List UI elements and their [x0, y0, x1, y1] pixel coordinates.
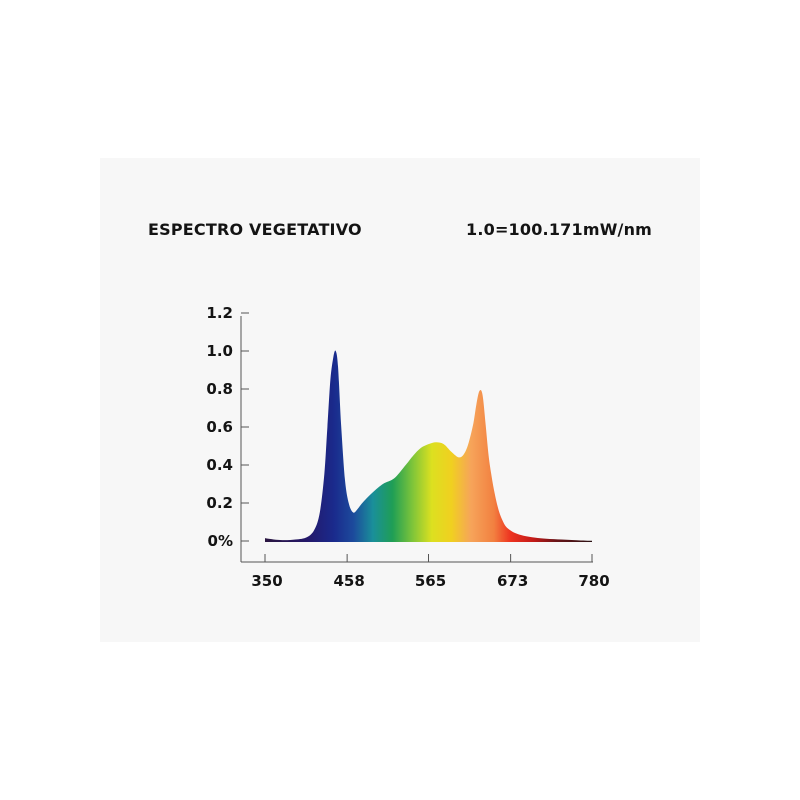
plot-area [265, 350, 592, 542]
y-tick-label: 0.2 [206, 494, 233, 512]
spectrum-area [265, 350, 592, 542]
x-tick-label: 458 [333, 572, 364, 590]
y-tick-label: 0.6 [206, 418, 233, 436]
axes: 0% 0.2 0.4 0.6 0.8 1.0 1.2 350 458 565 673 780 [206, 304, 609, 590]
chart-card [100, 158, 700, 642]
y-tick-label: 1.2 [206, 304, 233, 322]
x-tick-label: 780 [578, 572, 609, 590]
x-tick-label: 565 [415, 572, 446, 590]
y-tick-label: 0.8 [206, 380, 233, 398]
y-tick-label: 0.4 [206, 456, 233, 474]
x-tick-label: 673 [497, 572, 528, 590]
scale-note: 1.0=100.171mW/nm [466, 220, 653, 239]
y-tick-label: 1.0 [206, 342, 233, 360]
chart-title: ESPECTRO VEGETATIVO [148, 220, 362, 239]
y-tick-label: 0% [208, 532, 233, 550]
x-tick-label: 350 [251, 572, 282, 590]
